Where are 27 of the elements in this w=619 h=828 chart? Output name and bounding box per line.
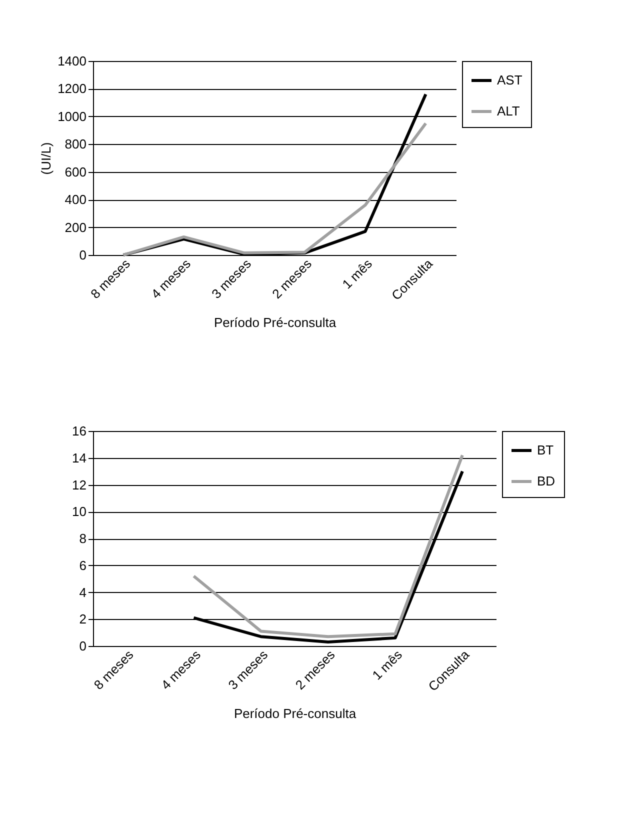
y-axis-title: (UI/L)	[38, 142, 54, 175]
legend-label: AST	[497, 72, 522, 88]
y-tick-label: 8	[79, 531, 86, 546]
y-tick-label: 0	[79, 638, 86, 654]
y-tick-label: 200	[64, 220, 86, 235]
legend-label: BT	[537, 442, 554, 458]
x-tick-label: 1 mês	[369, 646, 406, 683]
y-tick-label: 16	[72, 424, 86, 438]
y-tick-label: 600	[64, 164, 86, 180]
y-tick-label: 1400	[58, 54, 86, 68]
line-series	[122, 122, 428, 256]
y-tick-label: 1000	[58, 108, 86, 124]
y-tick-label: 2	[79, 612, 86, 627]
y-tick-label: 400	[64, 192, 86, 208]
y-tick-label: 12	[72, 477, 86, 492]
y-tick-label: 14	[72, 450, 86, 466]
y-tick-label: 6	[79, 558, 86, 573]
legend-label: ALT	[497, 104, 520, 118]
y-tick-label: 1200	[58, 81, 86, 96]
legend-label: BD	[537, 474, 556, 488]
y-tick-label: 800	[64, 136, 86, 152]
x-axis-title: Período Pré-consulta	[234, 706, 357, 721]
x-axis-title: Período Pré-consulta	[214, 314, 337, 330]
y-tick-label: 0	[79, 248, 86, 262]
y-tick-label: 4	[79, 584, 86, 600]
x-tick-label: 1 mês	[339, 256, 376, 292]
y-tick-label: 10	[72, 504, 86, 520]
